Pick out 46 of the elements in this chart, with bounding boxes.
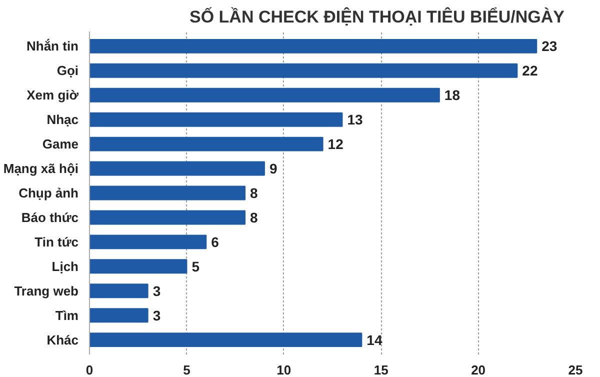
chart-title: SỐ LẦN CHECK ĐIỆN THOẠI TIÊU BIỂU/NGÀY [190,6,566,26]
data-label: 3 [152,307,161,324]
data-label: 22 [522,62,538,79]
x-tick-label: 20 [471,362,486,377]
data-label: 14 [366,332,382,348]
data-label: 3 [152,282,161,299]
y-tick-label: Lịch [52,258,79,274]
y-tick-label: Nhắn tin [26,38,79,54]
y-tick-label: Mạng xã hội [3,161,79,176]
bar [90,161,265,176]
x-tick-label: 5 [183,362,190,377]
x-tick-label: 15 [374,362,388,377]
bar [90,234,207,250]
y-tick-label: Khác [46,332,79,348]
y-tick-label: Game [42,136,79,152]
y-tick-label: Tìm [55,308,79,323]
bar [90,308,148,323]
data-label: 8 [250,209,258,226]
data-label: 13 [347,112,364,128]
bar [90,136,324,152]
data-label: 23 [542,38,558,54]
bar [90,88,440,102]
data-label: 12 [328,136,344,152]
x-tick-label: 0 [86,362,94,377]
y-tick-label: Tin tức [34,234,78,250]
bar [90,186,246,200]
bar [90,112,343,127]
x-tick-label: 25 [568,362,583,377]
bar [90,259,188,274]
y-tick-label: Gọi [56,63,79,78]
y-tick-label: Trang web [14,283,79,298]
bar [90,284,148,298]
y-tick-label: Xem giờ [26,88,80,103]
data-label: 18 [444,87,460,104]
x-tick-label: 10 [276,362,292,377]
bar [90,332,362,348]
data-label: 8 [250,185,258,201]
data-label: 5 [192,258,200,274]
bar [90,210,246,225]
y-tick-label: Báo thức [21,210,79,225]
y-tick-label: Nhạc [46,112,79,128]
bar [90,38,538,54]
y-tick-label: Chụp ảnh [18,186,79,200]
data-label: 6 [211,234,220,250]
bar [90,63,518,78]
data-label: 9 [269,160,278,177]
